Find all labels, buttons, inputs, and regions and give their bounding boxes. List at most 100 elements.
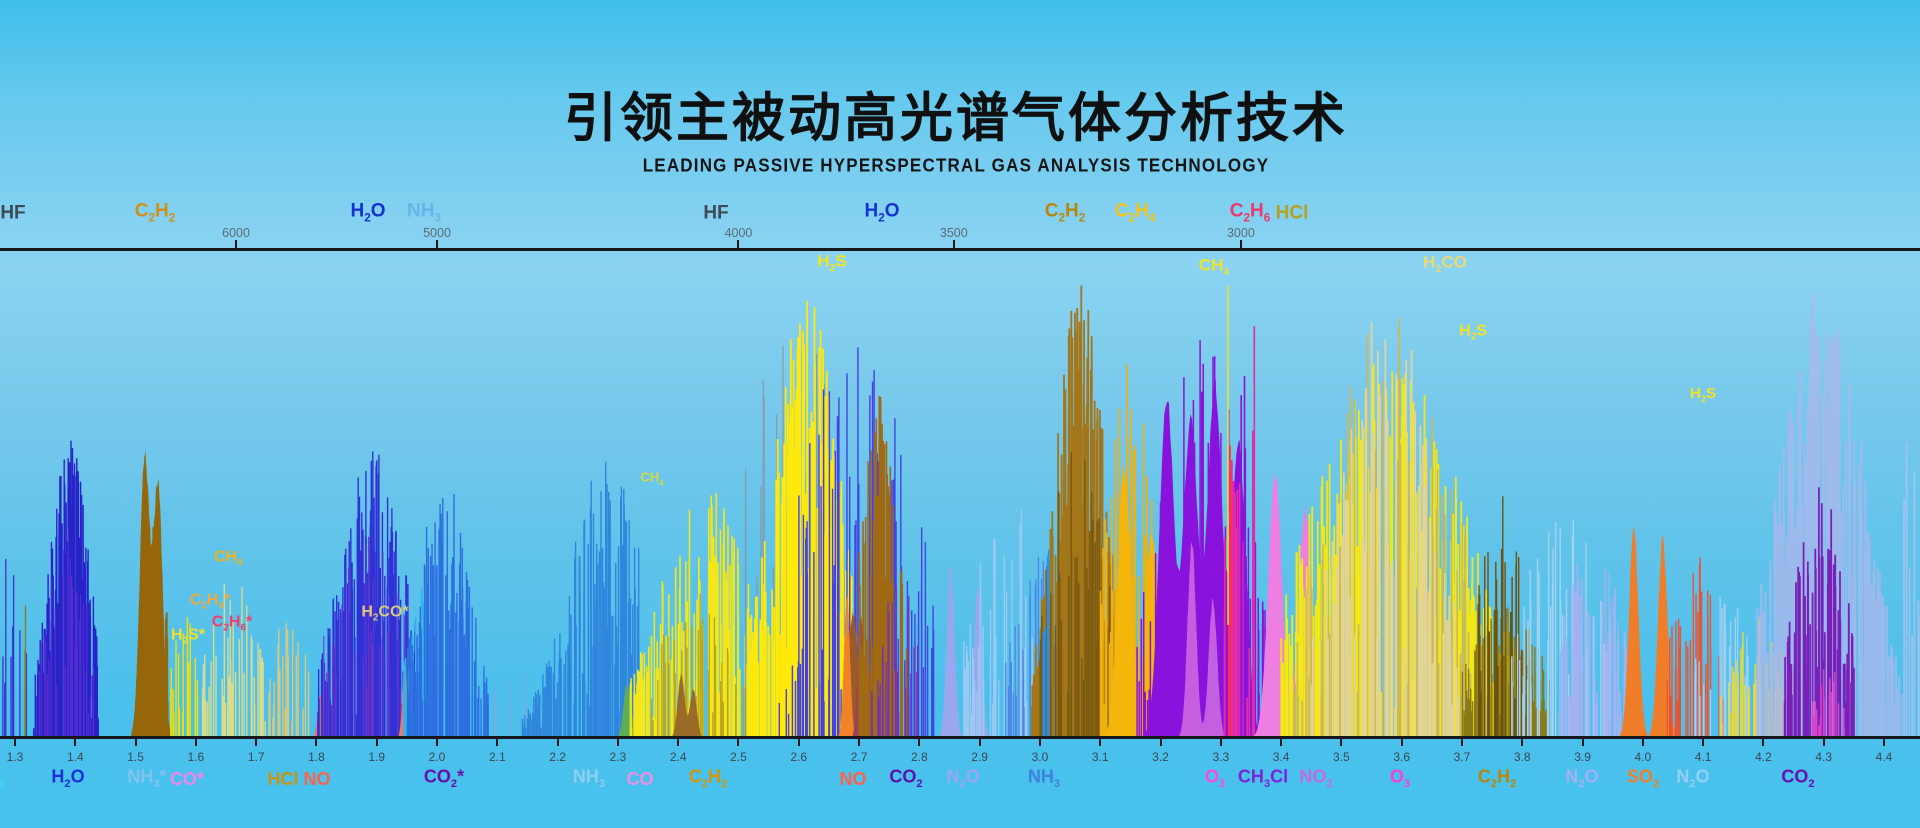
- wavelength-tick-label: 3.4: [1272, 750, 1290, 764]
- wavelength-tick-mark: [1822, 739, 1825, 746]
- wavelength-tick-label: 2.4: [669, 750, 687, 764]
- gas-label-bottom-c2h2: C2H2: [688, 766, 728, 791]
- gas-label-bottom-h2o: H2O: [51, 766, 85, 791]
- wavelength-tick-mark: [1460, 739, 1463, 746]
- wavenumber-tick-label: 3500: [939, 225, 968, 240]
- wavenumber-tick-mark: [952, 240, 955, 248]
- wavelength-tick-label: 1.7: [247, 750, 265, 764]
- gas-label-chart-h2s: H2S: [1689, 384, 1717, 404]
- wavelength-tick-mark: [1280, 739, 1283, 746]
- gas-label-chart-h2s: H2S: [817, 251, 847, 274]
- band-44: [1240, 375, 1247, 738]
- band-30: [934, 566, 965, 738]
- band-2: [33, 440, 99, 738]
- gas-label-chart-h2co: H2CO*: [361, 603, 409, 624]
- gas-label-chart-ch4: CH4: [1198, 255, 1230, 278]
- gas-label-top-hcl: HCl: [1275, 202, 1309, 224]
- wavelength-tick-mark: [1400, 739, 1403, 746]
- band-46: [1252, 471, 1327, 738]
- wavenumber-tick-label: 3000: [1226, 225, 1255, 240]
- wavelength-tick-label: 3.1: [1091, 750, 1109, 764]
- wavelength-tick-mark: [134, 739, 137, 746]
- wavelength-tick-mark: [1219, 739, 1222, 746]
- wavelength-tick-label: 3.9: [1574, 750, 1591, 764]
- wavelength-tick-label: 3.6: [1393, 750, 1410, 764]
- gas-label-bottom-hcl: HCl: [267, 769, 299, 789]
- band-0: [2, 558, 28, 738]
- wavelength-tick-mark: [1581, 739, 1584, 746]
- gas-label-chart-h2s: H2S: [1459, 322, 1487, 343]
- gas-label-bottom-no: NO: [839, 769, 867, 789]
- spectral-bands-chart: [2, 285, 1920, 738]
- wavenumber-tick-mark: [737, 240, 740, 248]
- gas-label-bottom-nh3: NH3: [572, 766, 606, 791]
- gas-label-bottom-n2o: N2O: [1565, 766, 1599, 791]
- page-title: 引领主被动高光谱气体分析技术: [564, 89, 1348, 148]
- wavelength-tick-label: 2.5: [730, 750, 747, 764]
- band-14: [406, 493, 489, 738]
- wavelength-tick-mark: [1641, 739, 1644, 746]
- wavelength-tick-mark: [375, 739, 378, 746]
- wavelength-tick-label: 2.2: [549, 750, 566, 764]
- gas-label-chart-h2s: H2S*: [171, 626, 205, 647]
- wavelength-tick-label: 1.5: [127, 750, 144, 764]
- gas-label-bottom-c2h2: C2H2: [1477, 766, 1517, 791]
- wavelength-tick-mark: [436, 739, 439, 746]
- gas-label-top-hf: HF: [0, 202, 26, 224]
- gas-label-bottom-o3: O3: [1204, 766, 1226, 791]
- wavelength-tick-mark: [556, 739, 559, 746]
- wavelength-tick-label: 2.0: [428, 750, 446, 764]
- wavelength-tick-label: 4.4: [1875, 750, 1893, 764]
- gas-label-top-hf: HF: [703, 202, 729, 224]
- band-43: [1228, 445, 1232, 738]
- wavelength-tick-label: 1.3: [6, 750, 24, 764]
- band-41: [1175, 541, 1224, 738]
- bottom-axis-line: [0, 736, 1920, 739]
- gas-label-chart-c2h4: C2H4*: [189, 591, 231, 612]
- wavelength-tick-label: 2.9: [971, 750, 988, 764]
- band-20: [672, 673, 703, 738]
- wavelength-tick-label: 4.3: [1815, 750, 1833, 764]
- gas-label-chart-ch4: CH4: [213, 548, 243, 569]
- band-8: [268, 622, 310, 738]
- band-6: [170, 617, 199, 738]
- wavelength-tick-label: 2.7: [850, 750, 868, 764]
- wavelength-tick-label: 2.6: [790, 750, 808, 764]
- wavelength-tick-mark: [978, 739, 981, 746]
- band-16: [521, 461, 640, 738]
- wavelength-tick-mark: [496, 739, 499, 746]
- gas-label-bottom-nh3: NH3: [1027, 766, 1061, 791]
- gas-label-bottom-co: CO: [626, 769, 654, 789]
- wavelength-tick-label: 2.8: [911, 750, 928, 764]
- wavelength-tick-label: 4.2: [1755, 750, 1772, 764]
- gas-label-chart-h2co: H2CO: [1423, 252, 1467, 275]
- wavelength-tick-mark: [616, 739, 619, 746]
- band-5: [135, 527, 169, 738]
- wavelength-tick-mark: [1762, 739, 1765, 746]
- band-45: [1252, 326, 1256, 738]
- gas-label-chart-c2h6: C2H6*: [211, 613, 253, 634]
- wavelength-tick-label: 1.6: [187, 750, 205, 764]
- wavelength-tick-mark: [918, 739, 921, 746]
- wavenumber-tick-mark: [235, 240, 238, 248]
- wavelength-tick-label: 3.7: [1453, 750, 1471, 764]
- wavenumber-tick-mark: [436, 240, 439, 248]
- band-55: [1615, 525, 1651, 738]
- band-36: [1042, 549, 1050, 738]
- wavenumber-tick-label: 5000: [423, 225, 451, 240]
- band-56: [1645, 534, 1681, 738]
- gas-label-bottom-no2: NO2: [1299, 766, 1333, 791]
- wavelength-tick-mark: [1702, 739, 1705, 746]
- gas-label-bottom-o3: O3: [1389, 766, 1411, 791]
- band-7: [201, 584, 266, 738]
- wavelength-tick-mark: [1521, 739, 1524, 746]
- wavelength-tick-mark: [1099, 739, 1102, 746]
- wavelength-tick-label: 1.9: [368, 750, 386, 764]
- wavelength-tick-mark: [797, 739, 800, 746]
- wavenumber-tick-mark: [1239, 240, 1242, 248]
- gas-label-top-c2h2: C2H2: [134, 200, 176, 225]
- wavelength-tick-mark: [1038, 739, 1041, 746]
- band-62: [1811, 669, 1846, 738]
- wavenumber-tick-label: 4000: [724, 225, 753, 240]
